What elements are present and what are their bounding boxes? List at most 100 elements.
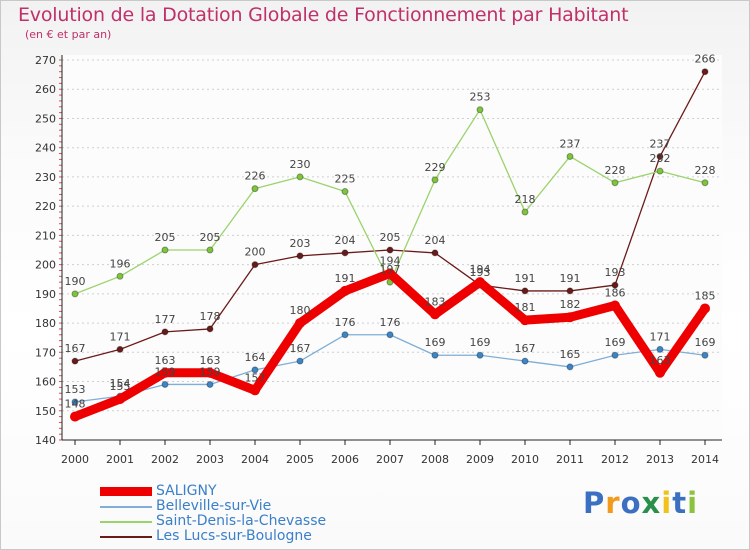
- data-point: [205, 367, 215, 378]
- chart-title: Evolution de la Dotation Globale de Fonc…: [18, 4, 629, 26]
- data-label: 159: [155, 365, 176, 378]
- data-point: [340, 285, 350, 296]
- data-label: 163: [650, 354, 671, 367]
- data-point: [611, 281, 619, 289]
- data-point: [701, 179, 709, 187]
- data-point: [521, 208, 529, 216]
- y-tick-label: 140: [35, 434, 56, 447]
- y-tick-label: 190: [35, 288, 56, 301]
- logo-letter: t: [672, 486, 688, 520]
- data-label: 155: [110, 380, 131, 393]
- data-label: 205: [380, 231, 401, 244]
- data-label: 177: [155, 313, 176, 326]
- data-label: 178: [200, 310, 221, 323]
- data-label: 191: [335, 272, 356, 285]
- data-label: 176: [335, 316, 356, 329]
- y-tick-label: 210: [35, 229, 56, 242]
- data-label: 230: [290, 158, 311, 171]
- data-label: 171: [650, 330, 671, 343]
- legend-label: SALIGNY: [156, 483, 217, 499]
- data-point: [386, 246, 394, 254]
- data-point: [476, 351, 484, 359]
- data-label: 204: [335, 234, 356, 247]
- y-tick-label: 150: [35, 405, 56, 418]
- data-point: [431, 351, 439, 359]
- data-label: 169: [605, 336, 626, 349]
- data-label: 237: [560, 137, 581, 150]
- chart-subtitle: (en € et par an): [25, 28, 112, 41]
- y-tick-label: 250: [35, 112, 56, 125]
- logo-letter: i: [661, 486, 673, 520]
- x-tick-label: 2005: [286, 453, 314, 466]
- data-point: [475, 277, 485, 288]
- x-tick-label: 2001: [106, 453, 134, 466]
- line-chart: 140 150 160 170 180 190 200 210 220 230 240 250 260 2…: [35, 53, 722, 466]
- data-point: [206, 325, 214, 333]
- data-label: 163: [200, 354, 221, 367]
- data-label: 169: [470, 336, 491, 349]
- data-point: [700, 303, 710, 314]
- x-tick-label: 2013: [646, 453, 674, 466]
- data-label: 197: [380, 263, 401, 276]
- data-point: [115, 394, 125, 405]
- data-label: 205: [155, 231, 176, 244]
- data-label: 190: [65, 275, 86, 288]
- data-label: 167: [65, 342, 86, 355]
- data-point: [250, 385, 260, 396]
- data-label: 232: [650, 152, 671, 165]
- x-tick-label: 2004: [241, 453, 269, 466]
- y-tick-label: 240: [35, 142, 56, 155]
- data-label: 237: [650, 137, 671, 150]
- x-tick-label: 2006: [331, 453, 359, 466]
- x-tick-label: 2003: [196, 453, 224, 466]
- data-point: [611, 179, 619, 187]
- data-point: [295, 318, 305, 329]
- data-point: [701, 351, 709, 359]
- data-point: [161, 328, 169, 336]
- data-label: 194: [470, 263, 491, 276]
- legend-label: Les Lucs-sur-Boulogne: [156, 528, 312, 544]
- data-label: 182: [560, 298, 581, 311]
- data-point: [161, 380, 169, 388]
- data-label: 167: [515, 342, 536, 355]
- x-tick-label: 2011: [556, 453, 584, 466]
- x-tick-label: 2008: [421, 453, 449, 466]
- data-label: 203: [290, 237, 311, 250]
- data-label: 186: [605, 287, 626, 300]
- data-point: [430, 309, 440, 320]
- data-label: 185: [695, 289, 716, 302]
- data-point: [701, 68, 709, 76]
- data-point: [71, 290, 79, 298]
- data-point: [341, 249, 349, 257]
- data-point: [251, 366, 259, 374]
- data-label: 228: [605, 164, 626, 177]
- data-point: [656, 152, 664, 160]
- logo-letter: x: [641, 486, 662, 520]
- data-label: 205: [200, 231, 221, 244]
- data-point: [565, 312, 575, 323]
- data-point: [160, 367, 170, 378]
- data-label: 225: [335, 173, 356, 186]
- data-label: 229: [425, 161, 446, 174]
- data-point: [206, 380, 214, 388]
- y-tick-label: 170: [35, 346, 56, 359]
- data-point: [296, 357, 304, 365]
- data-label: 183: [425, 295, 446, 308]
- data-label: 193: [605, 266, 626, 279]
- data-label: 157: [245, 371, 266, 384]
- data-point: [566, 152, 574, 160]
- data-point: [521, 357, 529, 365]
- x-tick-label: 2009: [466, 453, 494, 466]
- x-tick-label: 2010: [511, 453, 539, 466]
- data-point: [611, 351, 619, 359]
- data-label: 169: [425, 336, 446, 349]
- data-point: [71, 357, 79, 365]
- data-point: [656, 345, 664, 353]
- data-label: 191: [515, 272, 536, 285]
- x-tick-label: 2012: [601, 453, 629, 466]
- data-point: [251, 185, 259, 193]
- data-point: [476, 106, 484, 114]
- data-point: [521, 287, 529, 295]
- data-point: [385, 268, 395, 279]
- data-point: [206, 246, 214, 254]
